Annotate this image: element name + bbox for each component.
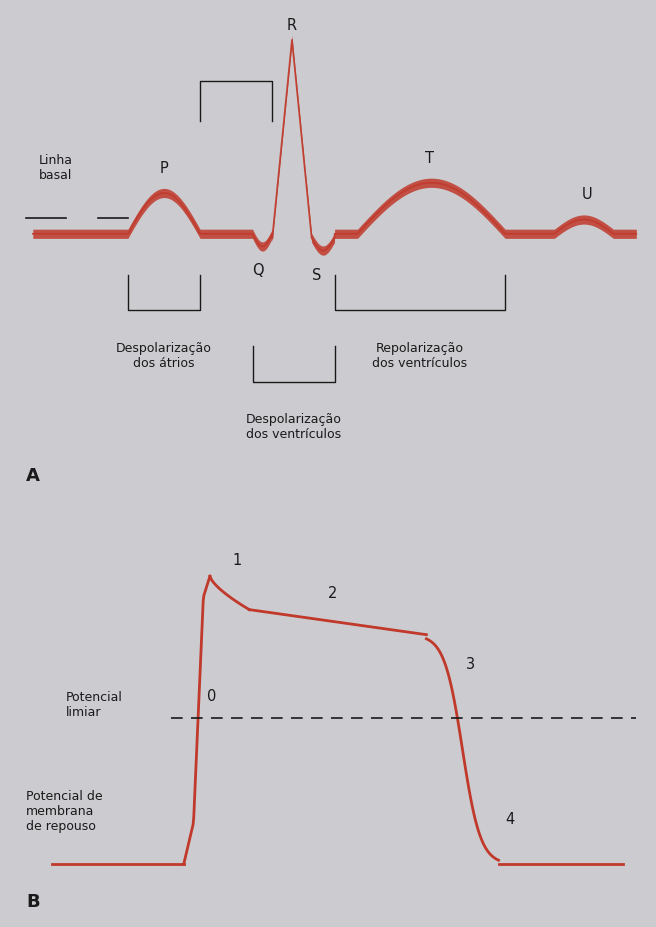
Text: B: B bbox=[26, 893, 40, 910]
Text: 4: 4 bbox=[505, 811, 514, 826]
Text: Potencial
limiar: Potencial limiar bbox=[66, 690, 123, 717]
Text: Q: Q bbox=[252, 262, 264, 277]
Text: Linha
basal: Linha basal bbox=[39, 154, 73, 183]
Text: 1: 1 bbox=[233, 552, 242, 567]
Text: Despolarização
dos ventrículos: Despolarização dos ventrículos bbox=[246, 413, 342, 441]
Text: P: P bbox=[159, 161, 169, 176]
Text: T: T bbox=[425, 151, 434, 166]
Text: R: R bbox=[287, 19, 297, 33]
Text: Despolarização
dos átrios: Despolarização dos átrios bbox=[116, 341, 212, 370]
Text: S: S bbox=[312, 268, 321, 283]
Text: A: A bbox=[26, 466, 40, 484]
Text: 0: 0 bbox=[207, 688, 216, 703]
Text: Repolarização
dos ventrículos: Repolarização dos ventrículos bbox=[372, 341, 468, 370]
Text: 3: 3 bbox=[466, 656, 475, 672]
Text: Potencial de
membrana
de repouso: Potencial de membrana de repouso bbox=[26, 789, 103, 832]
Text: 2: 2 bbox=[328, 586, 337, 601]
Text: U: U bbox=[582, 186, 592, 201]
